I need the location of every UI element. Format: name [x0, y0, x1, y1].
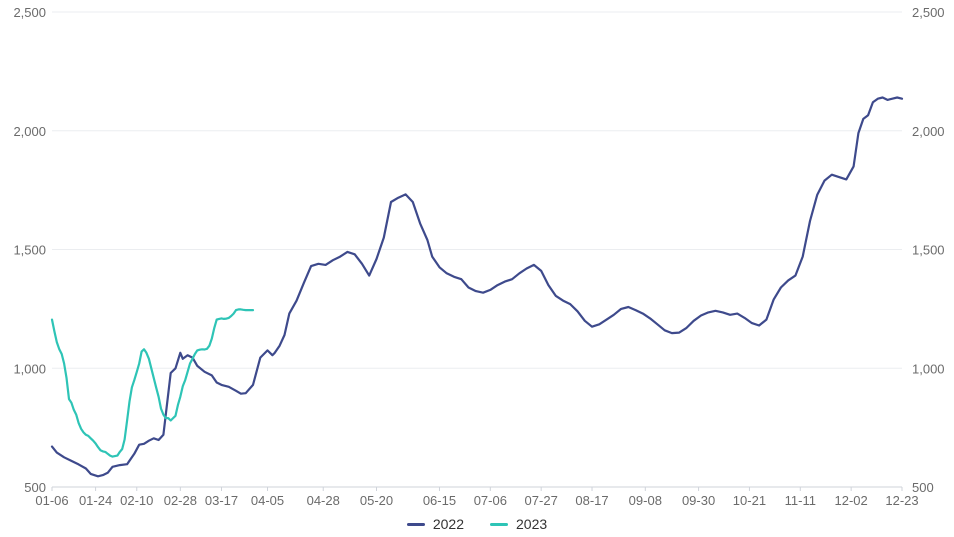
- series-line-2023[interactable]: [50, 308, 255, 458]
- y-tick-label-right: 2,000: [912, 124, 945, 139]
- y-tick-label-left: 2,000: [13, 124, 46, 139]
- legend: 2022 2023: [0, 516, 954, 532]
- series-lines: [50, 96, 904, 478]
- x-tick-label: 07-27: [525, 493, 558, 508]
- x-tick-label: 08-17: [575, 493, 608, 508]
- legend-item-0[interactable]: 2022: [406, 516, 464, 532]
- y-tick-label-right: 2,500: [912, 5, 945, 20]
- x-tick-label: 12-23: [885, 493, 918, 508]
- x-tick-label: 03-17: [205, 493, 238, 508]
- y-axis-left: 500 1,000 1,500 2,000 2,500: [13, 5, 46, 495]
- x-tick-label: 06-15: [423, 493, 456, 508]
- y-tick-label-left: 1,500: [13, 243, 46, 258]
- y-tick-label-left: 2,500: [13, 5, 46, 20]
- y-tick-label-right: 1,500: [912, 243, 945, 258]
- x-tick-label: 11-11: [785, 493, 816, 508]
- y-axis-right: 500 1,000 1,500 2,000 2,500: [912, 5, 945, 495]
- x-tick-label: 04-05: [251, 493, 284, 508]
- legend-label-1: 2023: [516, 516, 548, 532]
- x-tick-label: 12-02: [835, 493, 868, 508]
- legend-swatch-1: [490, 522, 508, 526]
- legend-item-1[interactable]: 2023: [490, 516, 547, 532]
- y-tick-label-right: 500: [912, 480, 934, 495]
- y-tick-label-left: 500: [24, 480, 46, 495]
- x-tick-label: 01-06: [35, 493, 68, 508]
- y-tick-label-right: 1,000: [912, 361, 945, 376]
- legend-label-0: 2022: [432, 516, 464, 532]
- gridlines: [52, 11, 902, 488]
- x-axis: 01-06 01-24 02-10 02-28 03-17 04-05 04-28 05-20…: [35, 487, 919, 508]
- x-tick-label: 05-20: [360, 493, 393, 508]
- y-tick-label-left: 1,000: [13, 361, 46, 376]
- legend-swatch-0: [406, 522, 425, 526]
- x-tick-label: 10-21: [733, 493, 766, 508]
- x-tick-label: 09-08: [629, 493, 662, 508]
- x-tick-label: 02-28: [164, 493, 197, 508]
- x-tick-label: 07-06: [474, 493, 507, 508]
- x-tick-label: 02-10: [120, 493, 153, 508]
- x-tick-label: 09-30: [682, 493, 715, 508]
- line-chart: 500 1,000 1,500 2,000 2,500 500 1,000 1,500 2,0…: [13, 5, 945, 508]
- x-tick-label: 01-24: [79, 493, 112, 508]
- series-line-2022[interactable]: [50, 96, 904, 478]
- x-tick-label: 04-28: [307, 493, 340, 508]
